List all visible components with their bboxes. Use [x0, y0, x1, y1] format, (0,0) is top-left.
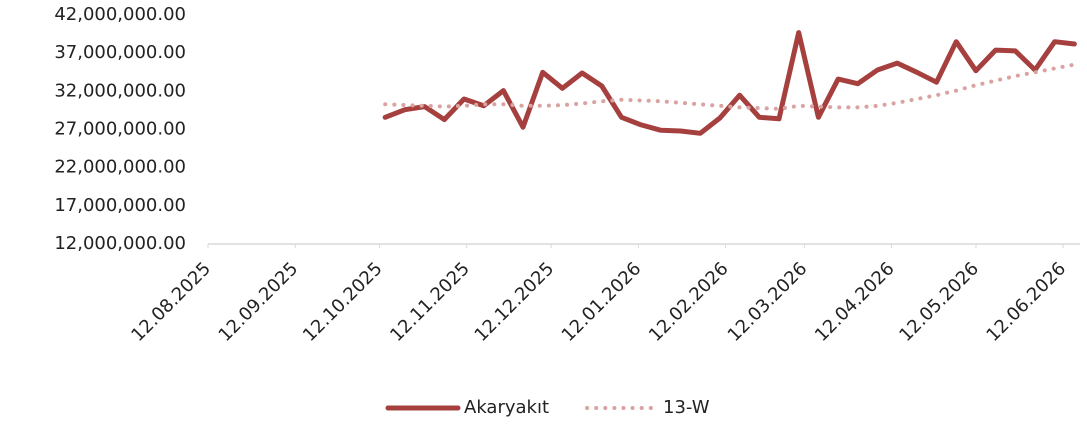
x-tick-label: 12.06.2026	[982, 258, 1070, 346]
y-tick-label: 12,000,000.00	[54, 233, 186, 254]
series-line	[382, 30, 1077, 136]
y-tick-label: 17,000,000.00	[54, 195, 186, 216]
x-tick-label: 12.12.2025	[471, 258, 559, 346]
series-line	[383, 62, 1077, 111]
x-tick-label: 12.01.2026	[558, 258, 646, 346]
legend-label: Akaryakıt	[464, 397, 549, 418]
y-tick-label: 22,000,000.00	[54, 157, 186, 178]
x-tick-label: 12.11.2025	[386, 258, 474, 346]
x-tick-label: 12.05.2026	[895, 258, 983, 346]
x-tick-label: 12.04.2026	[811, 258, 899, 346]
legend-label: 13-W	[663, 397, 710, 418]
x-tick-label: 12.08.2025	[127, 258, 215, 346]
y-tick-label: 32,000,000.00	[54, 80, 186, 101]
y-tick-label: 27,000,000.00	[54, 119, 186, 140]
x-tick-label: 12.02.2026	[645, 258, 733, 346]
x-tick-label: 12.09.2025	[215, 258, 303, 346]
y-tick-label: 42,000,000.00	[54, 4, 186, 25]
y-tick-label: 37,000,000.00	[54, 42, 186, 63]
x-tick-label: 12.03.2026	[724, 258, 812, 346]
x-tick-label: 12.10.2025	[299, 258, 387, 346]
